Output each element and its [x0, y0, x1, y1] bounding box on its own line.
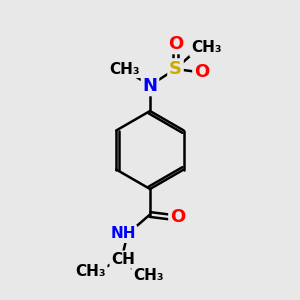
Text: S: S: [169, 60, 182, 78]
Text: CH₃: CH₃: [133, 268, 164, 284]
Text: CH₃: CH₃: [75, 264, 106, 279]
Text: CH₃: CH₃: [191, 40, 221, 56]
Text: O: O: [170, 208, 185, 226]
Text: CH₃: CH₃: [109, 61, 140, 76]
Text: O: O: [168, 34, 183, 52]
Text: O: O: [194, 63, 209, 81]
Text: CH: CH: [111, 252, 135, 267]
Text: NH: NH: [110, 226, 136, 242]
Text: N: N: [142, 76, 158, 94]
